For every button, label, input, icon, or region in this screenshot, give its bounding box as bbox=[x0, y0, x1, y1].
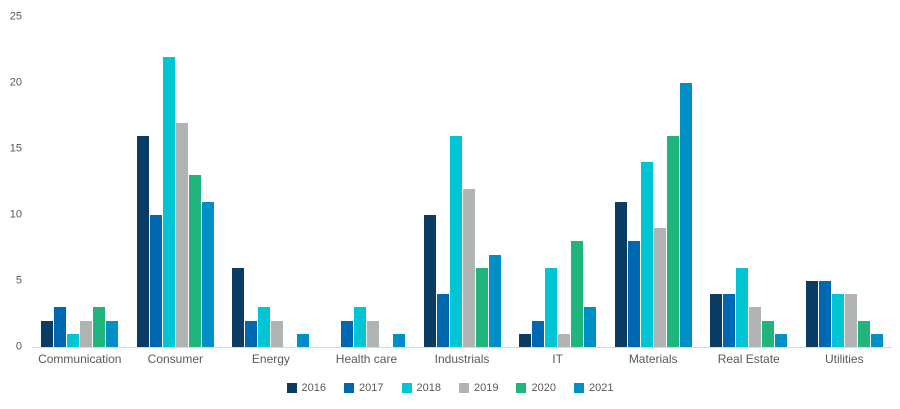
bar-2018 bbox=[545, 267, 558, 347]
bar-2016 bbox=[805, 281, 818, 347]
bar-2018 bbox=[831, 294, 844, 347]
bar-2019 bbox=[653, 228, 666, 347]
bar-2018 bbox=[736, 267, 749, 347]
y-axis-tick-label: 20 bbox=[9, 76, 22, 89]
plot-area bbox=[32, 17, 892, 348]
legend-swatch-icon bbox=[286, 383, 297, 393]
x-axis-category-label: Materials bbox=[628, 352, 678, 366]
bar-2020 bbox=[571, 241, 584, 347]
bar-2019 bbox=[749, 307, 762, 347]
bar-2019 bbox=[462, 188, 475, 347]
x-axis-category-label: Utilities bbox=[824, 352, 864, 366]
bar-2020 bbox=[93, 307, 106, 347]
bar-2018 bbox=[640, 162, 653, 347]
y-axis-tick-label: 15 bbox=[9, 142, 22, 155]
bar-2020 bbox=[762, 320, 775, 347]
bar-2017 bbox=[149, 215, 162, 347]
bar-2020 bbox=[666, 135, 679, 347]
bar-2016 bbox=[710, 294, 723, 347]
bar-2021 bbox=[584, 307, 597, 347]
bar-2017 bbox=[340, 320, 353, 347]
bar-group bbox=[414, 17, 510, 347]
bar-2017 bbox=[54, 307, 67, 347]
legend-swatch-icon bbox=[516, 383, 527, 393]
y-axis-tick-label: 0 bbox=[15, 340, 22, 353]
legend-swatch-icon bbox=[573, 383, 584, 393]
legend-label: 2020 bbox=[531, 382, 556, 394]
bar-2019 bbox=[80, 320, 93, 347]
x-axis-category-label: Energy bbox=[251, 352, 290, 366]
bar-2019 bbox=[844, 294, 857, 347]
legend-item-2019: 2019 bbox=[459, 382, 498, 394]
bar-group bbox=[223, 17, 319, 347]
bar-2020 bbox=[188, 175, 201, 347]
bar-2019 bbox=[271, 320, 284, 347]
y-axis-tick-label: 10 bbox=[9, 208, 22, 221]
bar-group bbox=[319, 17, 415, 347]
x-axis-category-label: Health care bbox=[335, 352, 398, 366]
bar-group bbox=[510, 17, 606, 347]
x-axis-category-label: IT bbox=[552, 352, 563, 366]
y-axis-tick-label: 25 bbox=[9, 10, 22, 23]
bar-2021 bbox=[679, 83, 692, 347]
bar-2016 bbox=[423, 215, 436, 347]
legend-label: 2018 bbox=[416, 382, 441, 394]
bar-2017 bbox=[532, 320, 545, 347]
legend-label: 2017 bbox=[359, 382, 384, 394]
bar-2018 bbox=[67, 333, 80, 347]
bar-2021 bbox=[106, 320, 119, 347]
bar-2018 bbox=[449, 135, 462, 347]
bar-group bbox=[32, 17, 128, 347]
bar-2021 bbox=[488, 254, 501, 347]
bar-2021 bbox=[297, 333, 310, 347]
bar-2016 bbox=[519, 333, 532, 347]
legend-swatch-icon bbox=[344, 383, 355, 393]
legend-item-2020: 2020 bbox=[516, 382, 556, 394]
bar-2021 bbox=[775, 333, 788, 347]
y-axis: 0 5 10 15 20 25 bbox=[0, 11, 24, 352]
bar-group bbox=[797, 17, 893, 347]
bar-2017 bbox=[723, 294, 736, 347]
legend-item-2021: 2021 bbox=[573, 382, 614, 394]
x-axis-category-label: Real Estate bbox=[717, 352, 780, 366]
bar-group bbox=[605, 17, 701, 347]
bar-2018 bbox=[353, 307, 366, 347]
legend-label: 2019 bbox=[474, 382, 499, 394]
bar-2021 bbox=[201, 201, 214, 347]
y-axis-tick-label: 5 bbox=[15, 274, 22, 287]
bar-2019 bbox=[558, 333, 571, 347]
bar-2017 bbox=[245, 320, 258, 347]
bar-2017 bbox=[627, 241, 640, 347]
bar-2021 bbox=[870, 333, 883, 347]
legend-item-2016: 2016 bbox=[286, 382, 327, 394]
legend-label: 2021 bbox=[588, 382, 614, 394]
bar-group bbox=[701, 17, 797, 347]
x-axis-category-label: Industrials bbox=[434, 352, 490, 366]
bar-2018 bbox=[258, 307, 271, 347]
bar-2016 bbox=[232, 267, 245, 347]
legend-item-2017: 2017 bbox=[344, 382, 384, 394]
bar-2020 bbox=[857, 320, 870, 347]
bar-group bbox=[128, 17, 224, 347]
bar-2021 bbox=[392, 333, 405, 347]
legend-item-2018: 2018 bbox=[401, 382, 441, 394]
bar-2016 bbox=[41, 320, 54, 347]
legend-swatch-icon bbox=[459, 383, 469, 393]
bar-2020 bbox=[475, 267, 488, 347]
bar-2017 bbox=[818, 281, 831, 347]
bar-2019 bbox=[366, 320, 379, 347]
x-axis-category-label: Communication bbox=[38, 352, 122, 366]
bar-2016 bbox=[136, 135, 149, 347]
bar-2016 bbox=[614, 201, 627, 347]
x-axis-labels: Communication Consumer Energy Health care In… bbox=[32, 352, 892, 366]
bar-2018 bbox=[162, 56, 175, 347]
legend-swatch-icon bbox=[401, 383, 412, 393]
x-axis-category-label: Consumer bbox=[147, 352, 204, 366]
bar-2017 bbox=[436, 294, 449, 347]
bar-2019 bbox=[175, 122, 188, 347]
legend-label: 2016 bbox=[301, 382, 327, 394]
legend: 2016 2017 2018 2019 2020 2021 bbox=[0, 382, 900, 394]
